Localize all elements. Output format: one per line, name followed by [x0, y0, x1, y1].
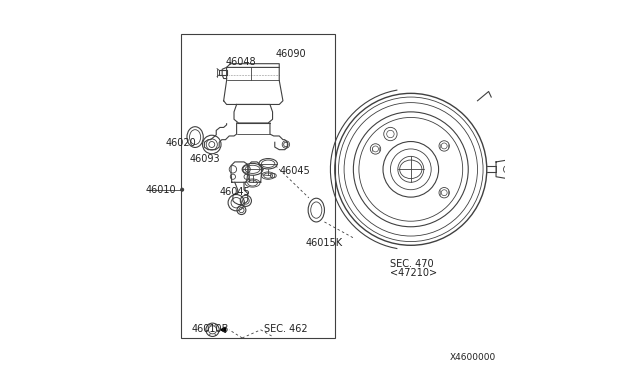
- Text: 46045: 46045: [279, 166, 310, 176]
- Text: 46048: 46048: [225, 57, 256, 67]
- Text: 46093: 46093: [189, 154, 220, 164]
- Text: X4600000: X4600000: [450, 353, 496, 362]
- Circle shape: [180, 188, 184, 191]
- Bar: [181, 34, 335, 338]
- Text: SEC. 462: SEC. 462: [264, 324, 308, 334]
- Text: <47210>: <47210>: [390, 268, 438, 278]
- Text: 46020: 46020: [165, 138, 196, 148]
- Text: 46090: 46090: [276, 49, 306, 60]
- Text: 46010: 46010: [145, 185, 176, 195]
- Text: SEC. 470: SEC. 470: [390, 259, 434, 269]
- Text: 46015K: 46015K: [305, 238, 342, 248]
- Text: 46010B: 46010B: [191, 324, 228, 334]
- Text: 46045: 46045: [220, 187, 251, 196]
- Polygon shape: [221, 327, 225, 333]
